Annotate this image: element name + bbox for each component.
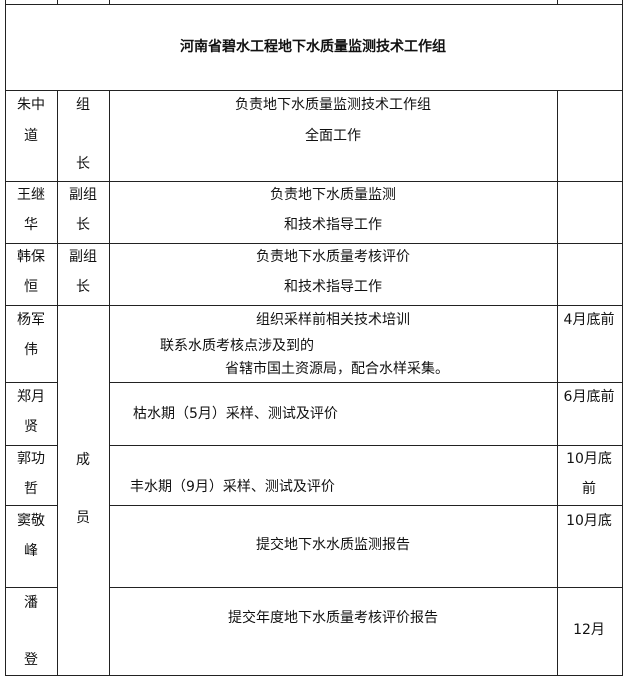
member-role: 长	[76, 279, 90, 295]
duty-text: 提交地下水水质监测报告	[256, 537, 410, 553]
table-border	[5, 505, 57, 506]
member-name: 峰	[24, 543, 38, 559]
duty-text: 和技术指导工作	[284, 217, 382, 233]
member-role: 员	[76, 510, 90, 526]
duty-text: 联系水质考核点涉及到的	[160, 338, 314, 354]
member-role: 副组	[69, 249, 97, 265]
member-name: 华	[24, 217, 38, 233]
table-border	[109, 90, 110, 676]
member-name: 韩保	[17, 249, 45, 265]
table-border	[57, 90, 58, 676]
member-name: 道	[24, 128, 38, 144]
member-name: 伟	[24, 342, 38, 358]
member-name: 恒	[24, 279, 38, 295]
table-border	[109, 382, 623, 383]
table-border	[557, 90, 558, 676]
table-border	[109, 505, 623, 506]
table-border	[5, 445, 57, 446]
table-title: 河南省碧水工程地下水质量监测技术工作组	[180, 39, 446, 55]
table-border	[5, 181, 623, 182]
member-name: 潘	[24, 595, 38, 611]
duty-text: 枯水期（5月）采样、测试及评价	[133, 406, 338, 422]
table-border	[109, 445, 623, 446]
member-name: 郑月	[17, 389, 45, 405]
member-role: 成	[76, 452, 90, 468]
member-role: 组	[76, 97, 90, 113]
deadline: 12月	[573, 622, 605, 638]
deadline: 6月底前	[563, 389, 615, 405]
member-name: 杨军	[17, 312, 45, 328]
member-name: 登	[24, 652, 38, 668]
duty-text: 提交年度地下水质量考核评价报告	[228, 610, 438, 626]
deadline: 前	[582, 481, 596, 497]
table-border	[57, 0, 58, 4]
table-border	[5, 587, 57, 588]
duty-text: 丰水期（9月）采样、测试及评价	[130, 479, 335, 495]
member-role: 长	[76, 217, 90, 233]
table-border	[109, 587, 623, 588]
member-name: 朱中	[17, 97, 45, 113]
duty-text: 省辖市国土资源局，配合水样采集。	[225, 361, 449, 377]
deadline: 10月底	[566, 513, 612, 529]
table-border	[5, 382, 57, 383]
duty-text: 组织采样前相关技术培训	[256, 312, 410, 328]
table-border	[5, 90, 623, 91]
table-border	[5, 0, 6, 676]
table-border	[5, 243, 623, 244]
table-border	[5, 305, 623, 306]
duty-text: 负责地下水质量考核评价	[256, 249, 410, 265]
member-name: 郭功	[17, 451, 45, 467]
table-border	[5, 4, 623, 5]
member-name: 哲	[24, 481, 38, 497]
member-role: 长	[76, 156, 90, 172]
member-name: 窦敬	[17, 513, 45, 529]
deadline: 4月底前	[563, 312, 615, 328]
member-name: 贤	[24, 419, 38, 435]
member-name: 王继	[17, 187, 45, 203]
duty-text: 负责地下水质量监测	[270, 187, 396, 203]
duty-text: 负责地下水质量监测技术工作组	[235, 97, 431, 113]
duty-text: 和技术指导工作	[284, 279, 382, 295]
member-role: 副组	[69, 187, 97, 203]
table-border	[557, 0, 558, 4]
deadline: 10月底	[566, 451, 612, 467]
duty-text: 全面工作	[305, 128, 361, 144]
table-border	[5, 675, 623, 676]
table-border	[109, 0, 110, 4]
